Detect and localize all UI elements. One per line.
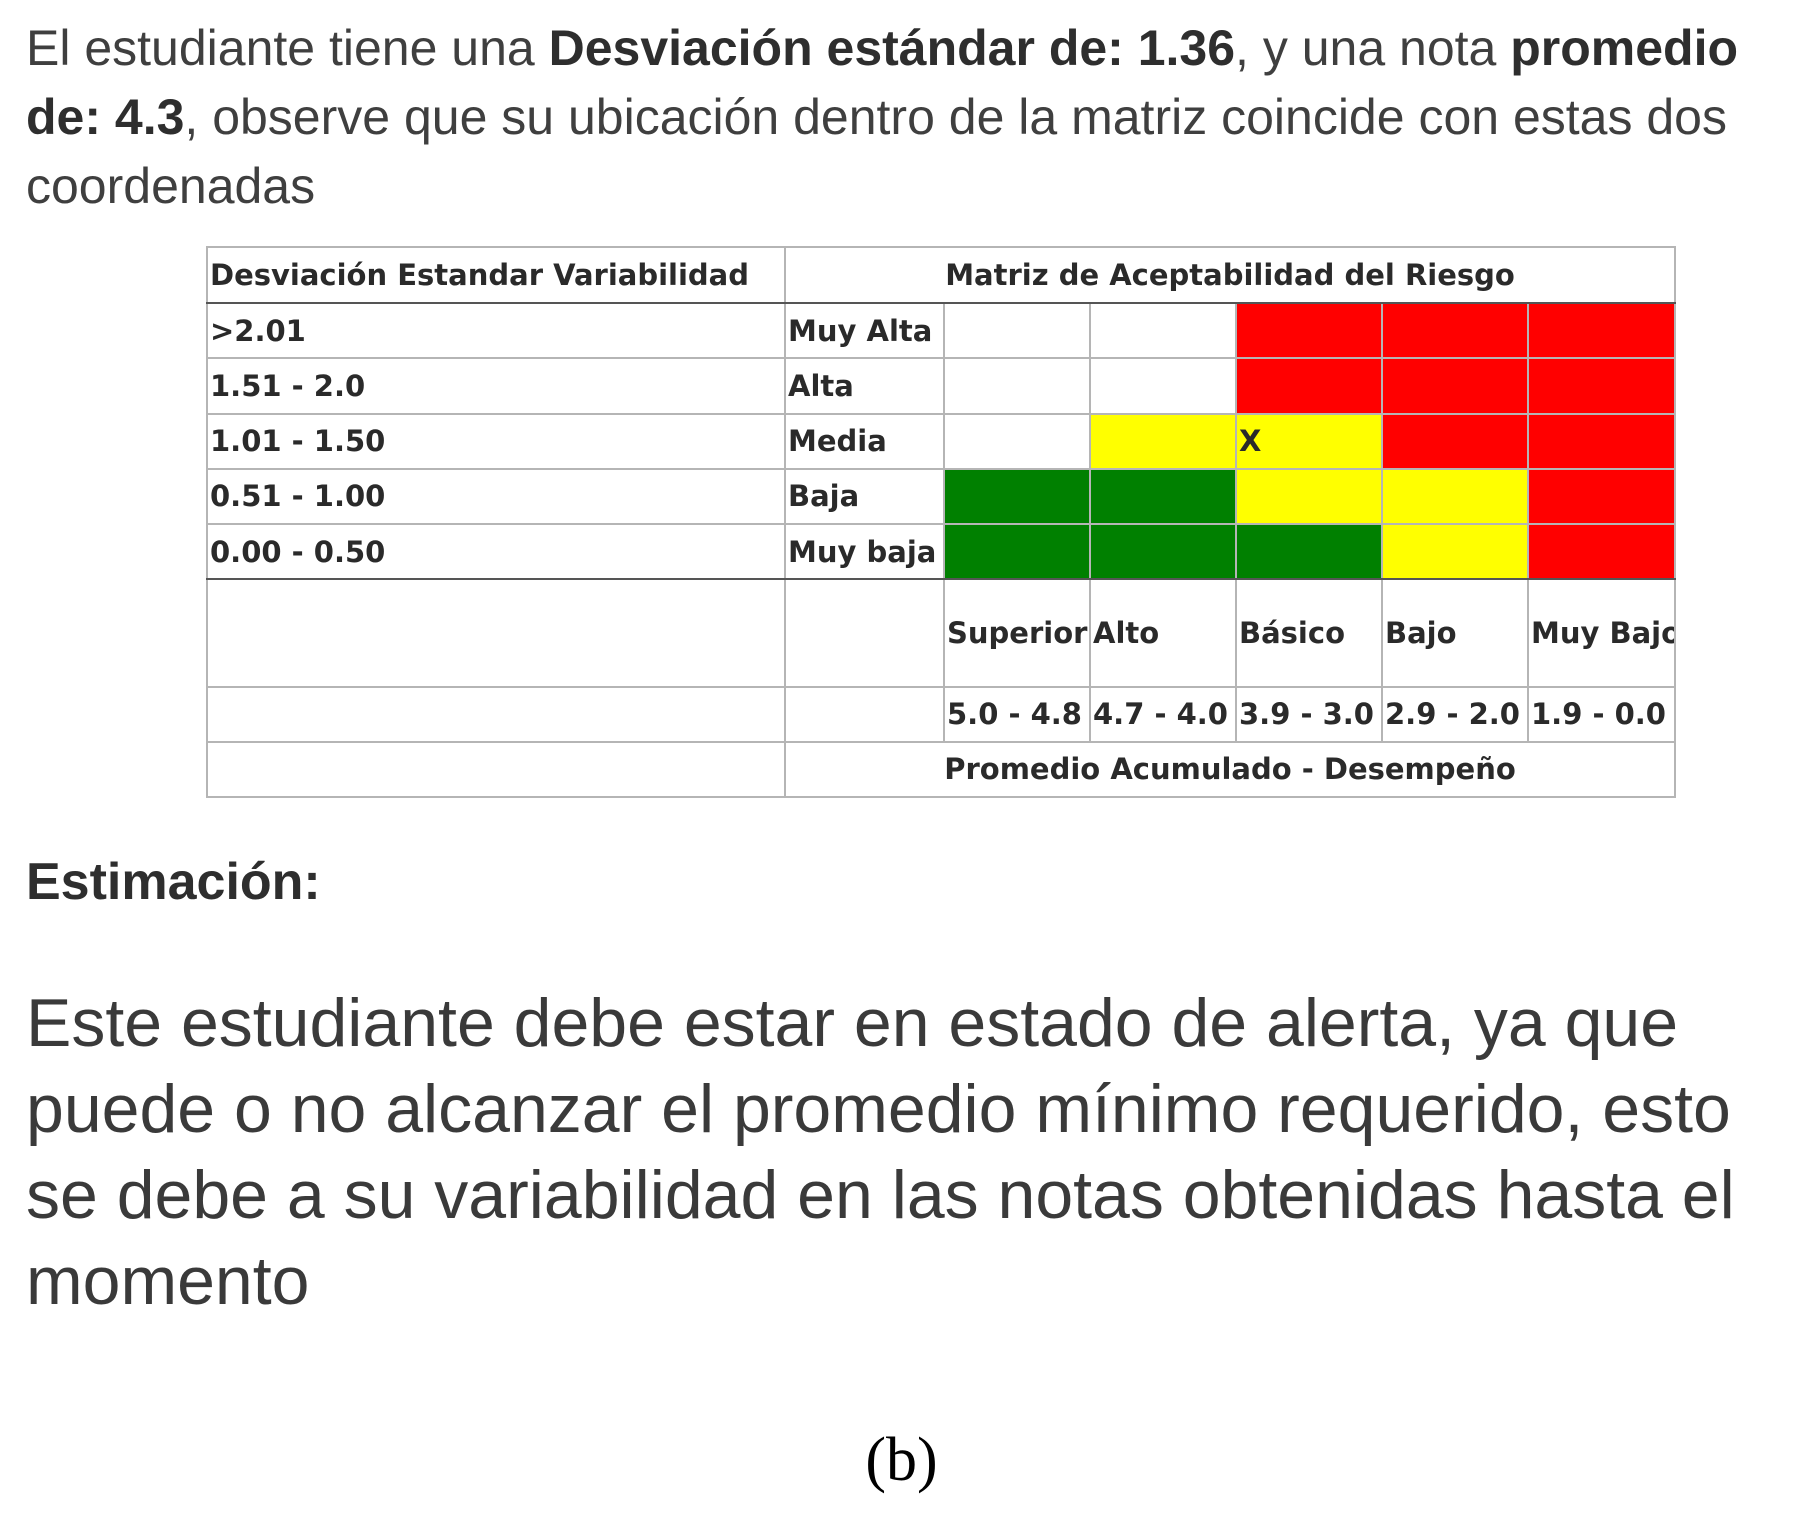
risk-cell (943, 302, 1091, 360)
risk-cell (1089, 412, 1237, 470)
variability-level: Baja (784, 467, 945, 525)
risk-cell (1089, 302, 1237, 360)
category-superior: Superior (943, 578, 1091, 688)
range-bajo: 2.9 - 2.0 (1381, 685, 1529, 743)
risk-cell (1381, 467, 1529, 525)
risk-cell (943, 522, 1091, 581)
intro-paragraph: El estudiante tiene una Desviación están… (26, 14, 1786, 221)
risk-cell (943, 412, 1091, 470)
matrix-row: 1.51 - 2.0 Alta (206, 357, 1677, 415)
risk-matrix-table: Desviación Estandar Variabilidad Matriz … (206, 245, 1677, 799)
intro-text-1: El estudiante tiene una (26, 20, 549, 76)
range-superior: 5.0 - 4.8 (943, 685, 1091, 743)
risk-cell (943, 357, 1091, 415)
empty-cell (206, 685, 786, 743)
empty-cell (784, 578, 945, 688)
matrix-row: 0.00 - 0.50 Muy baja (206, 522, 1677, 581)
risk-cell (1526, 302, 1677, 360)
empty-cell (206, 740, 786, 799)
std-dev-range: >2.01 (206, 302, 786, 360)
category-row: Superior Alto Básico Bajo Muy Bajo (206, 578, 1677, 688)
estimation-body: Este estudiante debe estar en estado de … (26, 985, 1735, 1319)
empty-cell (784, 685, 945, 743)
footer-label: Promedio Acumulado - Desempeño (783, 740, 1677, 799)
std-dev-value: Desviación estándar de: 1.36 (548, 20, 1236, 76)
header-risk-matrix: Matriz de Aceptabilidad del Riesgo (783, 245, 1677, 305)
std-dev-range: 1.01 - 1.50 (206, 412, 786, 470)
risk-cell (1381, 522, 1529, 581)
risk-cell (943, 467, 1091, 525)
category-basico: Básico (1235, 578, 1383, 688)
risk-cell (1235, 357, 1383, 415)
risk-cell (1089, 522, 1237, 581)
figure-caption: (b) (865, 1426, 938, 1494)
risk-cell (1235, 522, 1383, 581)
risk-cell (1526, 467, 1677, 525)
matrix-row: 0.51 - 1.00 Baja (206, 467, 1677, 525)
risk-cell (1381, 357, 1529, 415)
risk-cell (1089, 467, 1237, 525)
header-std-dev: Desviación Estandar Variabilidad (206, 245, 786, 305)
range-row: 5.0 - 4.8 4.7 - 4.0 3.9 - 3.0 2.9 - 2.0 … (206, 685, 1677, 743)
std-dev-range: 0.00 - 0.50 (206, 522, 786, 581)
risk-cell (1526, 357, 1677, 415)
category-alto: Alto (1089, 578, 1237, 688)
risk-cell (1381, 302, 1529, 360)
risk-cell (1089, 357, 1237, 415)
estimation-title: Estimación: (26, 853, 321, 911)
risk-cell (1381, 412, 1529, 470)
category-bajo: Bajo (1381, 578, 1529, 688)
std-dev-range: 1.51 - 2.0 (206, 357, 786, 415)
footer-row: Promedio Acumulado - Desempeño (206, 740, 1677, 799)
risk-cell (1526, 522, 1677, 581)
variability-level: Alta (784, 357, 945, 415)
matrix-row: 1.01 - 1.50 Media X (206, 412, 1677, 470)
range-basico: 3.9 - 3.0 (1235, 685, 1383, 743)
empty-cell (206, 578, 786, 688)
range-alto: 4.7 - 4.0 (1089, 685, 1237, 743)
std-dev-range: 0.51 - 1.00 (206, 467, 786, 525)
risk-cell (1526, 412, 1677, 470)
category-muy-bajo: Muy Bajo (1526, 578, 1677, 688)
variability-level: Muy baja (784, 522, 945, 581)
average-value: promedio de: 4.3 (26, 20, 1739, 145)
matrix-header-row: Desviación Estandar Variabilidad Matriz … (206, 245, 1677, 305)
variability-level: Media (784, 412, 945, 470)
risk-cell (1235, 302, 1383, 360)
variability-level: Muy Alta (784, 302, 945, 360)
matrix-row: >2.01 Muy Alta (206, 302, 1677, 360)
risk-cell: X (1235, 412, 1383, 470)
range-muy-bajo: 1.9 - 0.0 (1526, 685, 1677, 743)
risk-cell (1235, 467, 1383, 525)
intro-text-2: , y una nota (1235, 20, 1511, 76)
intro-text-3: , observe que su ubicación dentro de la … (26, 89, 1727, 214)
